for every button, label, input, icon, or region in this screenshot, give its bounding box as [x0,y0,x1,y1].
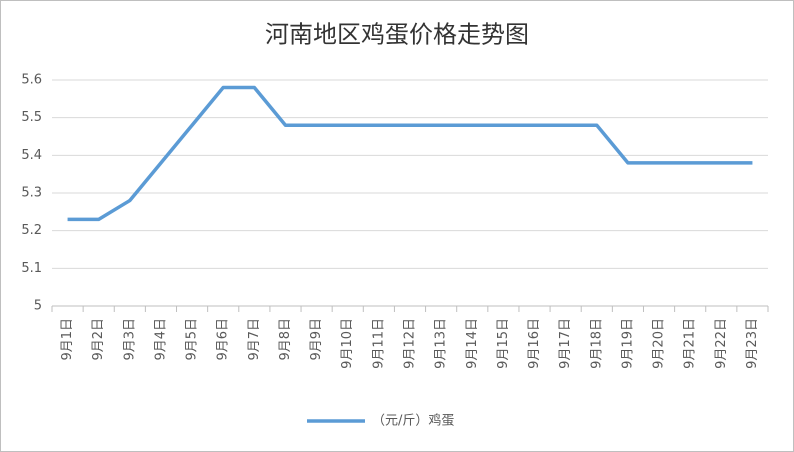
x-tick-label: 9月9日 [309,318,324,361]
x-tick-label: 9月13日 [434,318,449,369]
x-tick-label: 9月5日 [185,318,200,361]
x-tick-label: 9月20日 [652,318,667,369]
x-tick-label: 9月12日 [403,318,418,369]
x-tick-label: 9月8日 [278,318,293,361]
x-tick-label: 9月3日 [122,318,137,361]
x-tick-label: 9月21日 [683,318,698,369]
y-tick-label: 5.1 [21,261,42,276]
x-tick-label: 9月17日 [558,318,573,369]
y-tick-label: 5 [34,299,42,314]
y-tick-label: 5.5 [21,110,42,125]
x-tick-label: 9月19日 [620,318,635,369]
x-tick-label: 9月2日 [91,318,106,361]
x-tick-label: 9月7日 [247,318,262,361]
legend-label: （元/斤）鸡蛋 [372,413,454,429]
x-tick-label: 9月23日 [745,318,760,369]
x-tick-label: 9月14日 [465,318,480,369]
x-tick-label: 9月11日 [371,318,386,369]
x-tick-label: 9月1日 [60,318,75,361]
y-tick-label: 5.6 [21,73,42,88]
x-tick-label: 9月15日 [496,318,511,369]
x-tick-label: 9月18日 [589,318,604,369]
chart-title: 河南地区鸡蛋价格走势图 [265,21,529,49]
y-tick-label: 5.3 [21,186,42,201]
x-tick-label: 9月6日 [216,318,231,361]
y-tick-label: 5.2 [21,223,42,238]
x-tick-label: 9月16日 [527,318,542,369]
data-line [67,85,753,222]
y-tick-label: 5.4 [21,148,42,163]
x-tick-label: 9月22日 [714,318,729,369]
x-tick-label: 9月4日 [153,318,168,361]
x-tick-label: 9月10日 [340,318,355,369]
